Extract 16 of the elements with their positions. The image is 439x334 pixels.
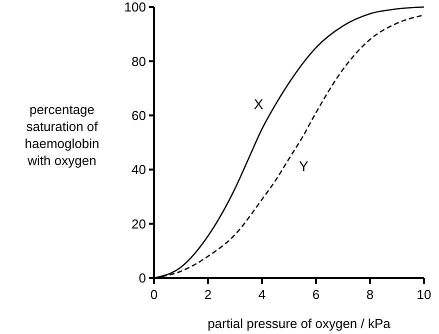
y-tick-label: 100 — [124, 0, 146, 15]
x-tick-label: 4 — [258, 287, 266, 302]
x-tick-label: 10 — [416, 287, 432, 302]
y-axis-title: percentage saturation of haemoglobin with oxygen — [24, 102, 100, 168]
x-tick-label: 8 — [366, 287, 374, 302]
y-tick-label: 0 — [138, 270, 146, 286]
x-tick-label: 6 — [312, 287, 320, 302]
x-tick-label: 2 — [204, 287, 212, 302]
y-tick-label: 80 — [132, 54, 146, 69]
x-axis-title: partial pressure of oxygen / kPa — [208, 316, 392, 331]
series-label: X — [254, 96, 264, 112]
x-tick-label: 0 — [150, 287, 158, 302]
series-label: Y — [298, 158, 309, 174]
y-tick-label: 40 — [132, 162, 146, 178]
y-tick-label: 60 — [132, 108, 146, 123]
y-tick-label: 20 — [132, 216, 146, 232]
